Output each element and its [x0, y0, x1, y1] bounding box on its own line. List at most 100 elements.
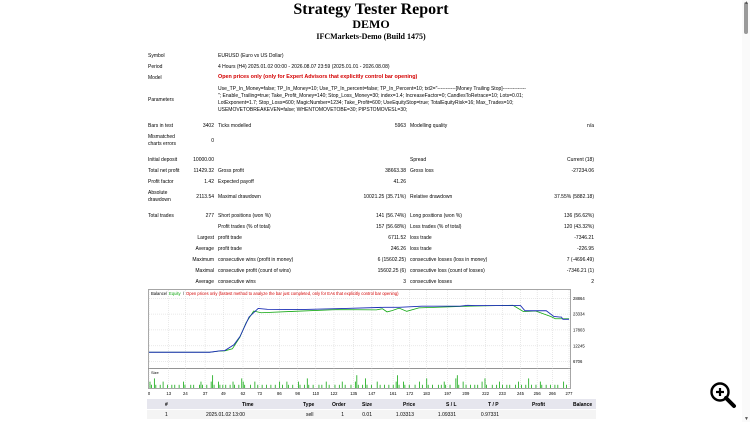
- avg-cons-losses-label: consecutive losses: [410, 279, 452, 285]
- size-plot-frame: [148, 368, 571, 389]
- model-label: Model: [148, 75, 162, 81]
- y-tick-label: 23334: [573, 312, 585, 317]
- avg-loss-label: loss trade: [410, 246, 432, 252]
- net-profit-value: 11429.32: [193, 168, 214, 174]
- maximal-profit-label: consecutive profit (count of wins): [218, 268, 291, 274]
- expected-payoff-label: Expected payoff: [218, 179, 254, 185]
- initial-deposit-label: Initial deposit: [148, 157, 178, 163]
- profit-trades-label: Profit trades (% of total): [218, 224, 271, 230]
- largest-loss-label: loss trade: [410, 235, 432, 241]
- rel-dd-label: Relative drawdown: [410, 194, 453, 200]
- long-positions-label: Long positions (won %): [410, 213, 462, 219]
- average-label: Average: [195, 246, 214, 252]
- chart-grid: [148, 290, 570, 388]
- mismatch-label-1: Mismatched: [148, 134, 175, 140]
- net-profit-label: Total net profit: [148, 168, 180, 174]
- x-tick-label: 122: [330, 391, 338, 396]
- average-cons-label: Average: [195, 279, 214, 285]
- avg-profit-value: 246.26: [390, 246, 406, 252]
- x-tick-label: 197: [444, 391, 452, 396]
- legend-slash-2: /: [183, 291, 185, 296]
- zoom-in-icon[interactable]: [709, 381, 737, 409]
- gross-loss-value: -27234.06: [571, 168, 594, 174]
- mismatch-value: 0: [211, 138, 214, 144]
- x-tick-label: 233: [499, 391, 507, 396]
- period-label: Period: [148, 64, 163, 70]
- bars-value: 3402: [202, 123, 214, 129]
- modelling-value: n/a: [587, 123, 594, 129]
- avg-cons-losses-value: 2: [591, 279, 594, 285]
- cell-size: 0.01: [362, 412, 372, 418]
- x-tick-label: 209: [462, 391, 470, 396]
- col-header-tp: T / P: [488, 402, 499, 408]
- vertical-scrollbar[interactable]: [742, 0, 750, 422]
- abs-dd-label-2: drawdown: [148, 197, 171, 203]
- loss-trades-label: Loss trades (% of total): [410, 224, 462, 230]
- spread-value: Current (18): [567, 157, 594, 163]
- maximum-label: Maximum: [192, 257, 214, 263]
- col-header-size: Size: [362, 402, 373, 408]
- scroll-down-arrow-icon[interactable]: ▼: [744, 416, 749, 422]
- avg-profit-label: profit trade: [218, 246, 242, 252]
- total-trades-label: Total trades: [148, 213, 174, 219]
- x-tick-label: 62: [241, 391, 246, 396]
- scroll-up-arrow-icon[interactable]: ▲: [744, 0, 749, 6]
- spread-label: Spread: [410, 157, 427, 163]
- total-trades-value: 277: [205, 213, 214, 219]
- x-tick-label: 110: [312, 391, 319, 396]
- x-tick-label: 86: [277, 391, 282, 396]
- expected-payoff-value: 41.26: [393, 179, 406, 185]
- symbol-value: EURUSD (Euro vs US Dollar): [218, 53, 284, 59]
- abs-dd-value: 2113.54: [196, 194, 214, 200]
- legend-slash-1: /: [166, 291, 168, 296]
- table-row: [147, 410, 596, 419]
- gross-loss-label: Gross loss: [410, 168, 434, 174]
- x-tick-label: 245: [517, 391, 525, 396]
- col-header-order: Order: [332, 402, 346, 408]
- x-tick-label: 24: [183, 391, 188, 396]
- x-tick-label: 147: [368, 391, 376, 396]
- gross-profit-label: Gross profit: [218, 168, 244, 174]
- x-tick-label: 161: [390, 391, 398, 396]
- avg-cons-wins-value: 3: [403, 279, 406, 285]
- parameters-line-4: USEMOVETOBREAKEVEN=false; WHENTOMOVETOBE…: [218, 107, 408, 113]
- x-tick-label: 172: [406, 391, 414, 396]
- balance-line: [149, 304, 569, 353]
- maximal-profit-value: 15602.25 (6): [377, 268, 406, 274]
- x-tick-labels: 0 13 24 37 49 62 73 86 98 110 122 135 147 161 172 183 19…: [148, 391, 573, 396]
- profit-factor-value: 1.42: [204, 179, 214, 185]
- cell-tp: 0.97331: [480, 412, 499, 418]
- profit-factor-label: Profit factor: [148, 179, 174, 185]
- col-header-balance: Balance: [573, 402, 593, 408]
- x-tick-label: 0: [148, 391, 151, 396]
- cell-price: 1.03313: [395, 412, 414, 418]
- max-cons-wins-value: 6 (15602.25): [377, 257, 406, 263]
- col-header-time: Time: [242, 402, 254, 408]
- legend-note: Open prices only (fastest method to anal…: [186, 291, 399, 296]
- bars-label: Bars in test: [148, 123, 174, 129]
- x-tick-label: 49: [221, 391, 226, 396]
- balance-chart: 28864 23334 17803 12245 6706 0 13 24 37 49 62 73 86…: [148, 289, 593, 399]
- symbol-label: Symbol: [148, 53, 165, 59]
- max-cons-losses-value: 7 (-4696.49): [566, 257, 594, 263]
- size-label: Size: [151, 370, 160, 375]
- x-tick-label: 222: [482, 391, 490, 396]
- x-tick-label: 98: [295, 391, 300, 396]
- max-dd-label: Maximal drawdown: [218, 194, 261, 200]
- model-value: Open prices only (only for Expert Adviso…: [218, 74, 418, 80]
- maximal-loss-label: consecutive loss (count of losses): [410, 268, 485, 274]
- col-header-type: Type: [303, 402, 315, 408]
- parameters-line-3: LotExponent=1.7; Stop_Loss=600; MagicNum…: [218, 100, 514, 106]
- server-name: IFCMarkets-Demo (Build 1475): [316, 32, 426, 41]
- x-tick-label: 37: [203, 391, 208, 396]
- largest-loss-value: -7346.21: [574, 235, 594, 241]
- rel-dd-value: 37.55% (5882.18): [554, 194, 594, 200]
- x-tick-label: 13: [166, 391, 171, 396]
- col-header-sl: S / L: [446, 402, 457, 408]
- x-tick-label: 183: [423, 391, 431, 396]
- largest-profit-label: profit trade: [218, 235, 242, 241]
- scrollbar-thumb[interactable]: [744, 2, 748, 34]
- main-plot-frame: [148, 289, 571, 369]
- modelling-label: Modelling quality: [410, 123, 448, 129]
- cell-type: sell: [306, 412, 314, 418]
